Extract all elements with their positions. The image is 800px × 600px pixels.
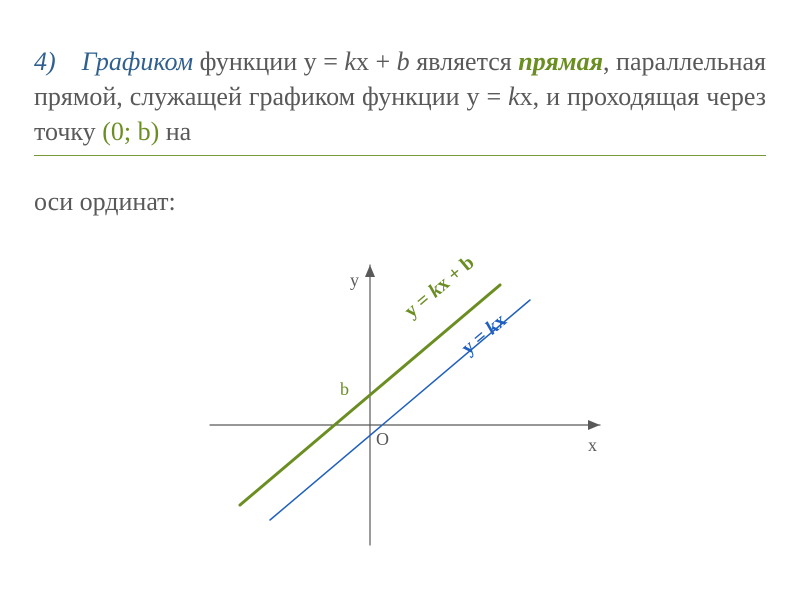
- point-0b: (0; b): [102, 117, 159, 146]
- seg1: функции y =: [193, 47, 344, 76]
- seg2: x +: [356, 47, 397, 76]
- item-number: 4): [34, 47, 56, 76]
- word-pryamaya: прямая: [518, 47, 603, 76]
- slide: 4) Графиком функции y = kx + b является …: [0, 0, 800, 600]
- chart-svg: [200, 245, 620, 565]
- b-intercept-label: b: [340, 379, 349, 400]
- y-axis-label: y: [350, 270, 359, 291]
- seg3: является: [410, 47, 519, 76]
- word-grafikom: Графиком: [82, 47, 193, 76]
- x-axis-label: x: [588, 435, 597, 456]
- chart: y x O b y = kx + b y = kx: [200, 245, 620, 565]
- b1: b: [397, 47, 410, 76]
- heading-text: 4) Графиком функции y = kx + b является …: [34, 44, 766, 149]
- seg6: на: [159, 117, 191, 146]
- k1: k: [344, 47, 356, 76]
- divider: [34, 155, 766, 156]
- k2: k: [508, 82, 520, 111]
- origin-label: O: [376, 429, 389, 450]
- heading-tail: оси ординат:: [34, 182, 766, 219]
